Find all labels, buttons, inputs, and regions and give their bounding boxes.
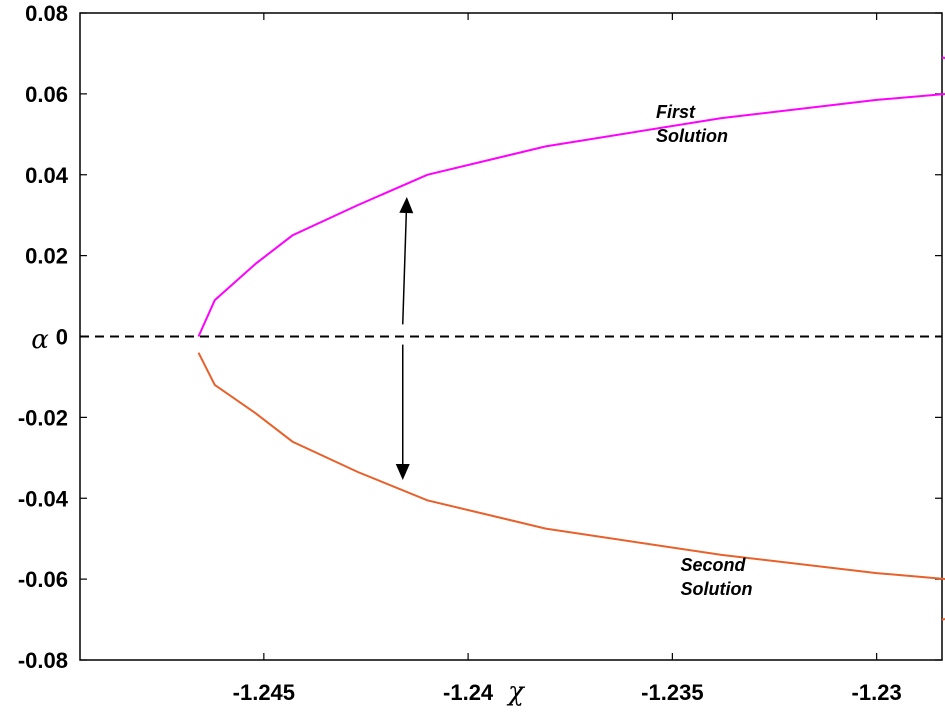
first-solution-line	[197, 56, 945, 337]
y-tick-label: 0.08	[25, 1, 68, 26]
x-tick-label: -1.245	[233, 680, 295, 705]
y-tick-label: 0.06	[25, 82, 68, 107]
annotations-group: First Solution Second Solution	[656, 102, 752, 599]
first-solution-label: First Solution	[656, 102, 728, 146]
second-solution-label: Second Solution	[681, 555, 753, 599]
y-tick-label: -0.08	[18, 648, 68, 673]
x-axis-label: χ	[506, 677, 526, 707]
y-tick-label: -0.02	[18, 405, 68, 430]
plot-area	[79, 12, 943, 661]
x-axis: -1.245 -1.24 -1.235 -1.23	[233, 13, 902, 705]
y-tick-label: 0.04	[25, 163, 69, 188]
arrows-group	[395, 196, 414, 481]
x-tick-label: -1.24	[443, 680, 494, 705]
arrow-up-head	[399, 196, 414, 214]
arrow-down-head	[395, 464, 410, 481]
y-tick-label: 0.02	[25, 244, 68, 269]
arrow-shaft	[401, 212, 408, 325]
x-tick-label: -1.235	[641, 680, 703, 705]
y-axis-label: α	[31, 325, 49, 355]
y-tick-label: -0.04	[18, 486, 69, 511]
y-tick-label: 0	[56, 325, 68, 350]
y-tick-label: -0.06	[18, 567, 68, 592]
series-group	[197, 56, 945, 621]
second-solution-line	[197, 352, 945, 621]
x-tick-label: -1.23	[852, 680, 902, 705]
y-axis: -0.08 -0.06 -0.04 -0.02 0 0.02 0.04 0.06 0.08	[18, 1, 942, 673]
